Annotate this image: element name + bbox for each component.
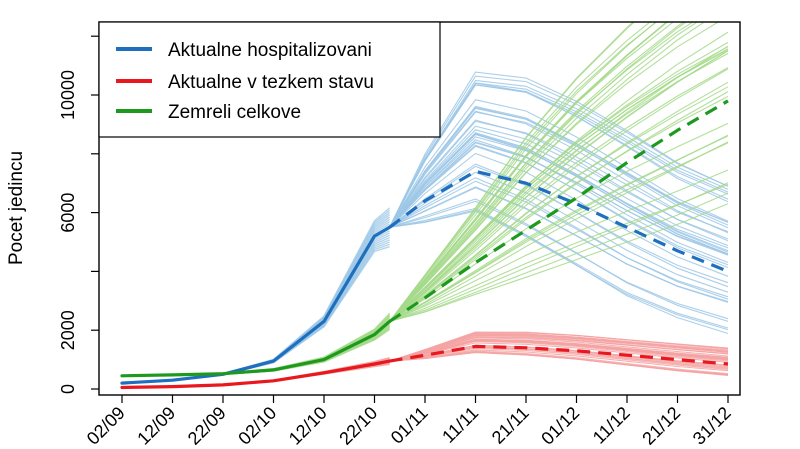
hospitalizovani-observed-uncertainty-line bbox=[121, 214, 391, 384]
x-tick-label: 22/09 bbox=[184, 403, 230, 449]
hospitalizovani-projection-trajectory bbox=[389, 111, 729, 228]
legend-label-tezky-stav: Aktualne v tezkem stavu bbox=[168, 72, 374, 93]
zemreli-projection-trajectory bbox=[389, 135, 729, 322]
hospitalizovani-projection-trajectory bbox=[389, 187, 729, 303]
hospitalizovani-projection-trajectory bbox=[389, 200, 729, 320]
hospitalizovani-observed-uncertainty-line bbox=[121, 241, 390, 384]
legend-label-zemreli: Zemreli celkove bbox=[168, 102, 301, 123]
zemreli-projection-trajectory bbox=[389, 22, 635, 322]
y-tick-label: 10000 bbox=[58, 70, 78, 120]
hospitalizovani-observed-uncertainty-line bbox=[121, 234, 390, 384]
hospitalizovani-projection-trajectory bbox=[389, 71, 729, 228]
y-axis: 0 2000 6000 10000 bbox=[58, 35, 99, 394]
zemreli-projection-trajectory bbox=[389, 68, 729, 322]
zemreli-projection-trajectory bbox=[389, 46, 729, 322]
hospitalizovani-projection-trajectory bbox=[389, 209, 729, 329]
hospitalizovani-projection-trajectory bbox=[389, 79, 729, 228]
x-tick-label: 12/09 bbox=[133, 403, 179, 449]
hospitalizovani-observed-uncertainty-line bbox=[121, 223, 390, 384]
hospitalizovani-projection-trajectory bbox=[389, 210, 729, 331]
hospitalizovani-projection-trajectory bbox=[389, 198, 729, 322]
y-tick-label: 6000 bbox=[58, 193, 78, 233]
zemreli-projection-trajectory bbox=[389, 49, 729, 322]
zemreli-projection-trajectory bbox=[389, 52, 729, 322]
x-tick-label: 01/11 bbox=[387, 403, 432, 448]
hospitalizovani-projection-trajectory bbox=[389, 129, 729, 247]
zemreli-observed-line bbox=[120, 319, 392, 378]
zemreli-projection-trajectory bbox=[389, 169, 729, 322]
hospitalizovani-observed-uncertainty-line bbox=[121, 211, 391, 384]
hospitalizovani-observed-uncertainty-line bbox=[121, 216, 391, 384]
y-tick-label: 0 bbox=[58, 384, 78, 394]
zemreli-projection-trajectory bbox=[389, 22, 657, 322]
series-lines bbox=[120, 99, 729, 390]
hospitalizovani-projection-trajectory bbox=[389, 142, 729, 255]
hospitalizovani-projection-trajectory bbox=[389, 171, 729, 293]
zemreli-projection-trajectory bbox=[389, 141, 729, 322]
zemreli-projection-trajectory bbox=[389, 182, 729, 322]
x-tick-label: 21/11 bbox=[488, 403, 533, 448]
legend-box bbox=[98, 21, 441, 138]
y-tick-label: 2000 bbox=[58, 310, 78, 350]
x-tick-label: 02/10 bbox=[234, 403, 280, 449]
zemreli-projection-trajectory bbox=[389, 183, 729, 322]
hospitalizovani-observed-uncertainty-line bbox=[121, 218, 390, 384]
zemreli-projection-trajectory bbox=[389, 22, 675, 322]
hospitalizovani-projection-trajectory bbox=[389, 75, 729, 228]
x-tick-label: 11/11 bbox=[438, 403, 482, 447]
x-tick-label: 11/12 bbox=[589, 403, 634, 448]
x-axis: 02/09 12/09 22/09 02/10 12/10 22/10 01/11 11/11… bbox=[83, 395, 735, 449]
zemreli-projection-trajectory bbox=[389, 86, 729, 322]
hospitalizovani-observed-uncertainty-line bbox=[121, 225, 390, 384]
hospitalizovani-projection-trajectory bbox=[389, 99, 729, 228]
tezky-stav-projection-trajectory bbox=[389, 337, 729, 362]
x-tick-label: 02/09 bbox=[83, 403, 129, 449]
hospitalizovani-observed-uncertainty-line bbox=[121, 243, 390, 384]
hospitalizovani-projection-trajectory bbox=[389, 125, 729, 240]
zemreli-projection-trajectory bbox=[389, 22, 688, 322]
hospitalizovani-observed-line bbox=[120, 225, 392, 385]
tezky-stav-projection-trajectory bbox=[389, 333, 729, 362]
hospitalizovani-observed-uncertainty-line bbox=[121, 230, 390, 384]
zemreli-projection-trajectory bbox=[389, 22, 695, 322]
x-tick-label: 01/12 bbox=[537, 403, 583, 449]
hospitalizovani-observed-uncertainty-line bbox=[121, 207, 391, 384]
legend-label-hospitalizovani: Aktualne hospitalizovani bbox=[168, 40, 372, 61]
zemreli-projection-trajectory bbox=[389, 67, 729, 322]
zemreli-projection-trajectory bbox=[389, 203, 729, 322]
tezky-stav-projection-trajectory bbox=[389, 339, 729, 362]
zemreli-projection-trajectory bbox=[389, 142, 729, 322]
x-tick-label: 12/10 bbox=[285, 403, 331, 449]
x-tick-label: 21/12 bbox=[638, 403, 684, 449]
y-axis-label: Pocet jedincu bbox=[6, 151, 27, 265]
zemreli-projection-trajectory bbox=[389, 192, 729, 322]
tezky-stav-observed-line bbox=[120, 359, 392, 390]
hospitalizovani-projection-trajectory bbox=[389, 107, 729, 228]
legend: Aktualne hospitalizovani Aktualne v tezk… bbox=[98, 21, 441, 138]
hospitalizovani-observed-uncertainty-line bbox=[121, 239, 390, 384]
tezky-stav-projection-trajectory bbox=[389, 334, 729, 362]
tezky-stav-projection-trajectory bbox=[389, 332, 729, 362]
hospitalizovani-observed-uncertainty-line bbox=[121, 236, 390, 384]
x-tick-label: 22/10 bbox=[335, 403, 381, 449]
zemreli-projection-trajectory bbox=[389, 22, 651, 322]
hospitalizovani-observed-uncertainty-line bbox=[121, 221, 390, 384]
hospitalizovani-observed-uncertainty-line bbox=[121, 232, 390, 384]
tezky-stav-projection-median-line bbox=[389, 344, 729, 366]
hospitalizovani-observed-uncertainty-line bbox=[121, 209, 391, 384]
x-tick-label: 31/12 bbox=[689, 403, 735, 449]
hospitalizovani-observed-uncertainty-line bbox=[121, 227, 390, 384]
hospitalizovani-projection-median-line bbox=[388, 169, 729, 273]
zemreli-projection-trajectory bbox=[389, 22, 720, 322]
zemreli-projection-median-line bbox=[388, 99, 729, 323]
zemreli-projection-trajectory bbox=[389, 50, 729, 322]
tezky-stav-projection-trajectory bbox=[389, 350, 729, 375]
